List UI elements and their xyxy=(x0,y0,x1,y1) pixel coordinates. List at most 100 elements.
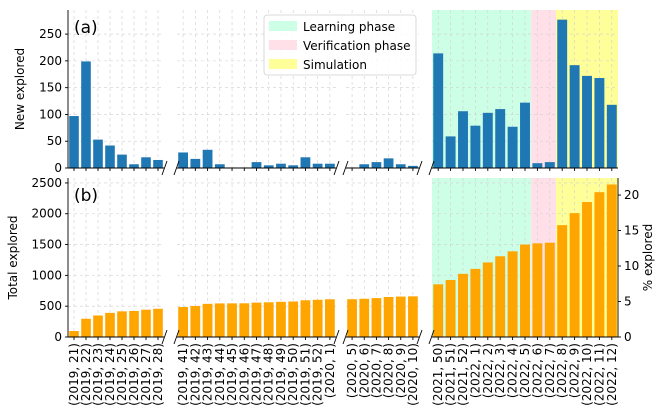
right-y-tick-label: 15 xyxy=(624,224,639,238)
y-tick-label: 100 xyxy=(39,107,62,121)
bar-top-(2022, 7) xyxy=(544,162,555,168)
x-tick-label: (2022, 1) xyxy=(468,343,482,398)
right-y-tick-label: 10 xyxy=(624,259,639,273)
x-tick-label: (2022, 10) xyxy=(580,343,594,406)
bar-bottom-(2019, 24) xyxy=(105,312,115,337)
bar-top-(2020, 1) xyxy=(324,163,335,168)
bar-top-(2019, 52) xyxy=(312,163,323,168)
bar-top-(2019, 26) xyxy=(129,164,139,168)
y-tick-label: 0 xyxy=(54,161,62,175)
bar-top-(2022, 8) xyxy=(557,19,568,168)
y-tick-label: 2000 xyxy=(31,207,62,221)
x-tick-label: (2021, 50) xyxy=(431,343,445,406)
bar-bottom-(2019, 43) xyxy=(202,303,213,337)
x-tick-label: (2022, 3) xyxy=(493,343,507,398)
bar-bottom-(2019, 28) xyxy=(153,308,163,337)
legend-box xyxy=(263,14,417,76)
axis-break-mark xyxy=(416,329,423,345)
x-tick-label: (2022, 2) xyxy=(481,343,495,398)
x-tick-label: (2019, 25) xyxy=(115,343,129,406)
bar-bottom-(2019, 25) xyxy=(117,311,127,337)
bar-bottom-(2019, 21) xyxy=(69,331,79,337)
y-axis-label: Total explored xyxy=(6,215,20,300)
bar-bottom-(2021, 50) xyxy=(433,284,444,337)
right-y-tick-label: 0 xyxy=(624,330,632,344)
bar-bottom-(2020, 8) xyxy=(383,297,394,337)
x-tick-label: (2019, 50) xyxy=(286,343,300,406)
x-tick-label: (2022, 4) xyxy=(506,343,520,398)
right-y-tick-label: 20 xyxy=(624,188,639,202)
bar-bottom-(2022, 7) xyxy=(544,242,555,337)
panel-label: (a) xyxy=(74,18,98,38)
axis-break-mark xyxy=(161,329,168,345)
bar-top-(2020, 8) xyxy=(383,158,394,168)
axis-break-mark xyxy=(333,329,340,345)
bar-bottom-(2022, 8) xyxy=(557,225,568,337)
y-tick-label: 1000 xyxy=(31,268,62,282)
x-tick-label: (2022, 11) xyxy=(592,343,606,406)
legend-label: Verification phase xyxy=(303,39,410,53)
panel-label: (b) xyxy=(74,186,98,206)
x-tick-label: (2019, 21) xyxy=(67,343,81,406)
bar-bottom-(2020, 10) xyxy=(408,296,418,337)
x-tick-label: (2019, 51) xyxy=(298,343,312,406)
bar-top-(2020, 10) xyxy=(408,165,418,168)
x-tick-label: (2019, 45) xyxy=(225,343,239,406)
x-tick-label: (2019, 52) xyxy=(311,343,325,406)
bar-bottom-(2019, 26) xyxy=(129,310,139,337)
bar-top-(2022, 11) xyxy=(594,78,605,168)
legend-label: Learning phase xyxy=(303,20,395,34)
bar-top-(2019, 41) xyxy=(178,152,189,168)
right-y-axis-label: % explored xyxy=(641,224,655,291)
bar-top-(2022, 5) xyxy=(520,102,530,168)
bar-bottom-(2019, 48) xyxy=(263,302,274,337)
x-tick-label: (2019, 41) xyxy=(176,343,190,406)
bar-bottom-(2019, 45) xyxy=(227,303,237,337)
x-tick-label: (2019, 24) xyxy=(103,343,117,406)
bar-top-(2019, 25) xyxy=(117,154,127,168)
bar-top-(2019, 21) xyxy=(69,116,79,168)
bar-bottom-(2022, 2) xyxy=(482,262,493,337)
x-tick-label: (2019, 47) xyxy=(250,343,264,406)
x-tick-label: (2019, 49) xyxy=(274,343,288,406)
bar-top-(2019, 23) xyxy=(93,139,103,168)
x-tick-label: (2019, 26) xyxy=(127,343,141,406)
bar-bottom-(2020, 5) xyxy=(347,299,357,337)
bar-top-(2019, 28) xyxy=(153,159,163,168)
y-tick-label: 2500 xyxy=(31,176,62,190)
bar-top-(2020, 9) xyxy=(395,164,406,168)
axis-break-mark xyxy=(342,329,349,345)
axis-break-mark xyxy=(428,160,435,176)
bar-bottom-(2020, 6) xyxy=(359,298,370,337)
x-tick-label: (2020, 9) xyxy=(394,343,408,398)
x-tick-label: (2020, 6) xyxy=(357,343,371,398)
bar-bottom-(2019, 49) xyxy=(276,301,286,337)
y-tick-label: 150 xyxy=(39,81,62,95)
x-tick-label: (2019, 44) xyxy=(213,343,227,406)
bar-bottom-(2022, 10) xyxy=(582,202,592,337)
bar-top-(2019, 49) xyxy=(276,163,286,168)
bar-top-(2022, 9) xyxy=(569,65,580,168)
bar-top-(2019, 24) xyxy=(105,145,115,168)
x-tick-label: (2019, 28) xyxy=(151,343,165,406)
x-tick-label: (2019, 48) xyxy=(262,343,276,406)
y-tick-label: 0 xyxy=(54,330,62,344)
bar-bottom-(2019, 52) xyxy=(312,299,323,337)
x-tick-label: (2022, 7) xyxy=(543,343,557,398)
bar-bottom-(2019, 44) xyxy=(214,303,225,337)
bar-bottom-(2022, 5) xyxy=(520,244,530,337)
x-tick-label: (2020, 5) xyxy=(345,343,359,398)
legend-swatch xyxy=(269,40,297,50)
x-tick-label: (2019, 23) xyxy=(91,343,105,406)
x-tick-label: (2020, 1) xyxy=(323,343,337,398)
y-tick-label: 200 xyxy=(39,54,62,68)
x-tick-label: (2022, 9) xyxy=(568,343,582,398)
x-tick-label: (2022, 8) xyxy=(555,343,569,398)
bar-bottom-(2019, 23) xyxy=(93,315,103,337)
axis-break-mark xyxy=(173,329,180,345)
axis-break-mark xyxy=(342,160,349,176)
bar-top-(2022, 2) xyxy=(482,112,493,168)
x-tick-label: (2021, 51) xyxy=(444,343,458,406)
y-tick-label: 1500 xyxy=(31,238,62,252)
axis-break-mark xyxy=(428,329,435,345)
